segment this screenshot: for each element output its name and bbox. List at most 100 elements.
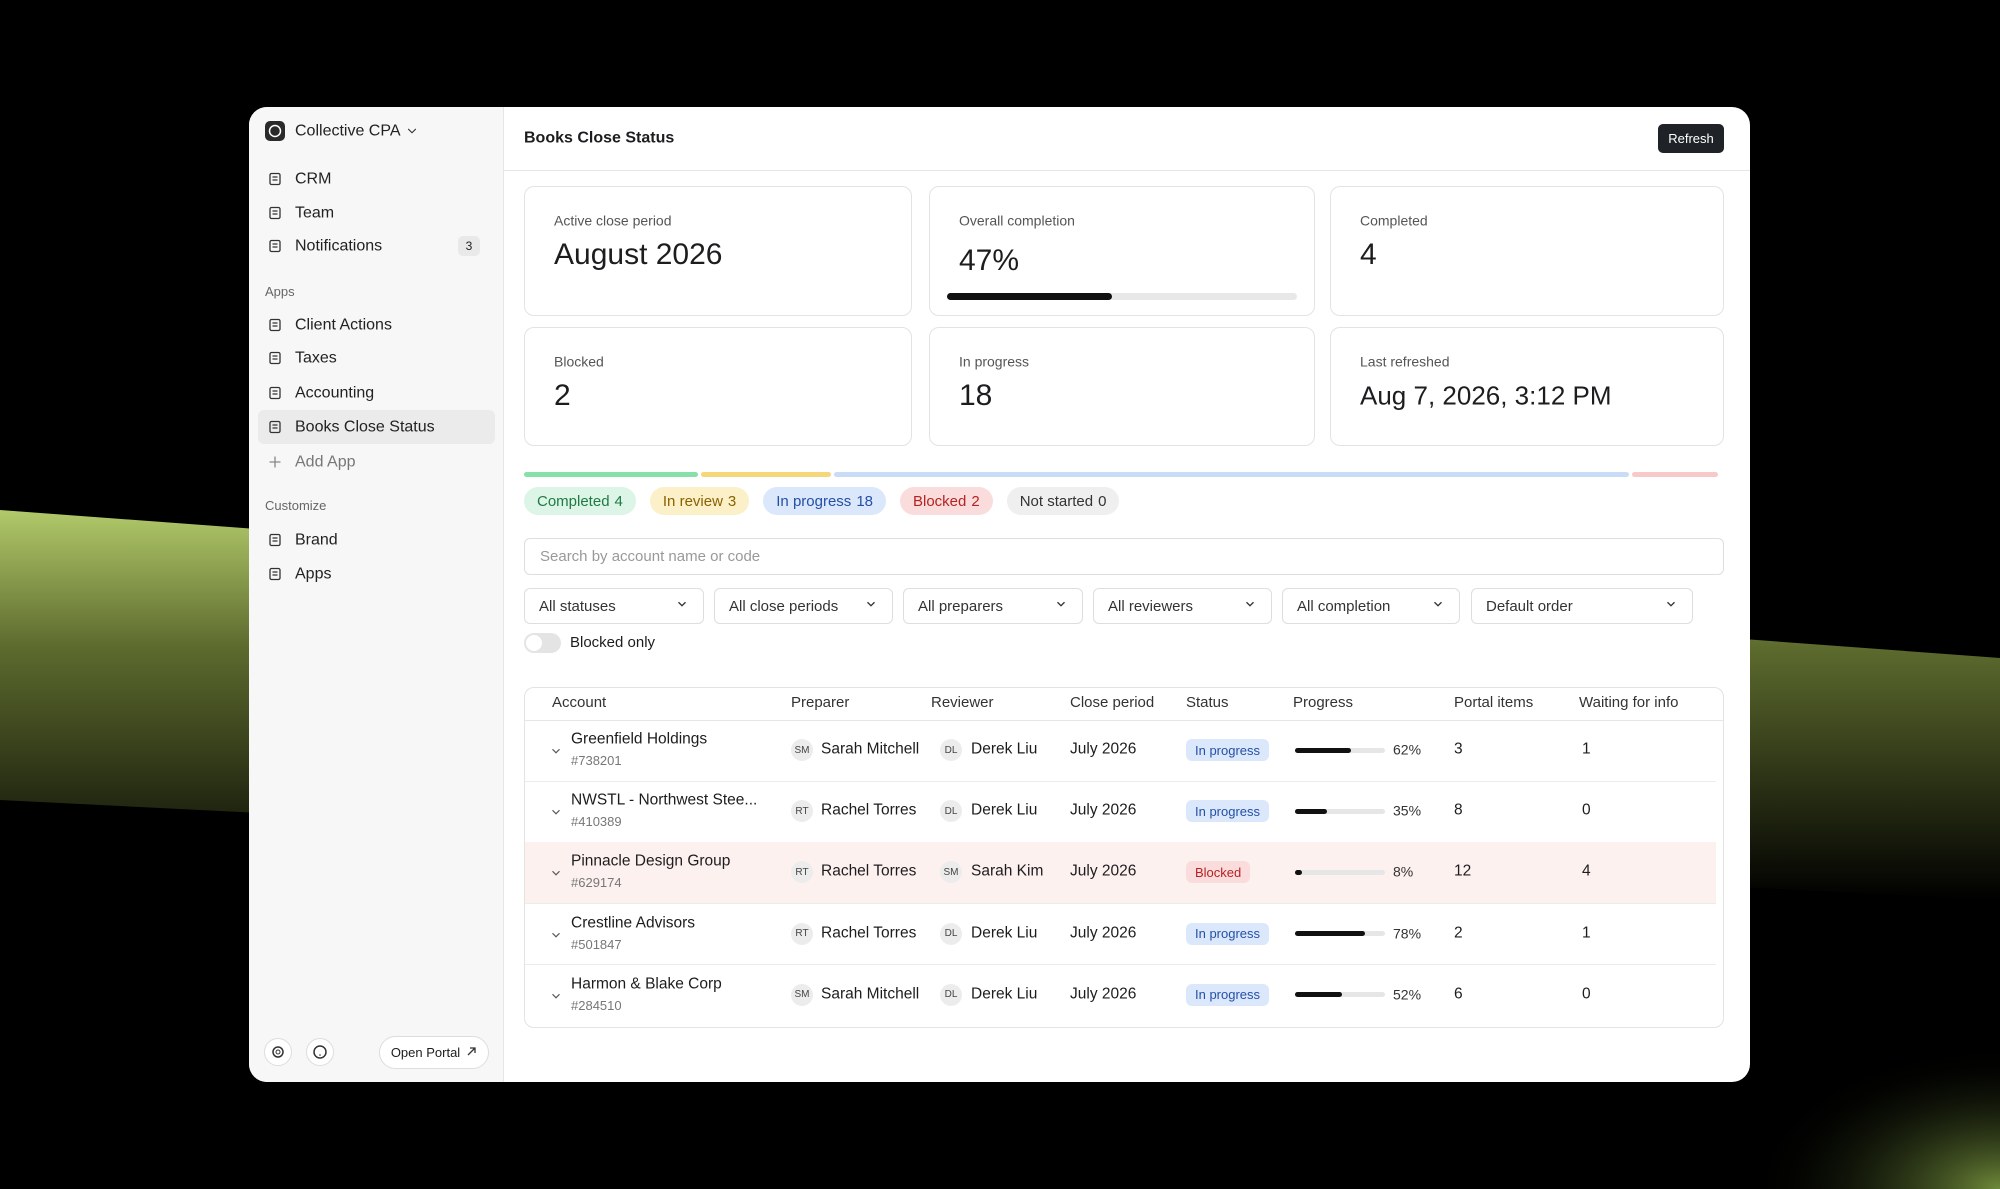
refresh-button[interactable]: Refresh xyxy=(1658,124,1724,153)
waiting-for-info: 4 xyxy=(1582,863,1591,881)
org-name[interactable]: Collective CPA xyxy=(295,122,401,140)
filter-select[interactable]: Default order xyxy=(1471,588,1693,624)
column-header: Account xyxy=(552,694,607,711)
nav-badge: 3 xyxy=(458,236,480,256)
distribution-segment xyxy=(834,472,1630,477)
avatar: RT xyxy=(791,800,813,823)
pill-label: Not started xyxy=(1019,492,1094,510)
preparer-name: Sarah Mitchell xyxy=(821,985,920,1003)
account-name[interactable]: Greenfield Holdings xyxy=(571,730,708,748)
status-pill[interactable]: Completed 4 xyxy=(524,487,636,515)
close-period: July 2026 xyxy=(1070,740,1137,758)
icon xyxy=(267,454,283,470)
status-badge: In progress xyxy=(1186,800,1270,823)
row-highlight xyxy=(525,842,1716,904)
icon xyxy=(405,124,419,138)
status-badge: In progress xyxy=(1186,739,1270,761)
settings-button[interactable] xyxy=(264,1038,292,1066)
nav-item[interactable]: Taxes xyxy=(295,349,337,367)
search-input[interactable]: Search by account name or code xyxy=(524,538,1724,575)
icon xyxy=(267,566,283,582)
active-highlight xyxy=(258,410,495,444)
nav-item[interactable]: Books Close Status xyxy=(295,418,435,436)
select-label: All completion xyxy=(1297,597,1391,615)
stat-card xyxy=(1330,186,1724,316)
filter-select[interactable]: All completion xyxy=(1282,588,1460,624)
nav-item[interactable]: Accounting xyxy=(295,384,375,402)
icon xyxy=(267,419,283,435)
portal-items: 3 xyxy=(1454,740,1463,758)
preparer-name: Rachel Torres xyxy=(821,863,917,881)
portal-items: 6 xyxy=(1454,985,1463,1003)
progress-label: 35% xyxy=(1393,802,1422,819)
account-name[interactable]: Harmon & Blake Corp xyxy=(571,975,722,993)
column-header: Waiting for info xyxy=(1579,694,1679,711)
nav-item[interactable]: CRM xyxy=(295,170,332,188)
avatar: RT xyxy=(791,861,813,884)
pill-count: 0 xyxy=(1098,492,1107,510)
progress-track xyxy=(947,293,1297,300)
expand-chevron[interactable] xyxy=(549,744,563,758)
select-label: All close periods xyxy=(729,597,839,615)
select-label: Default order xyxy=(1486,597,1573,615)
progress-track xyxy=(1295,808,1385,814)
nav-item[interactable]: Client Actions xyxy=(295,316,392,334)
filter-select[interactable]: All preparers xyxy=(903,588,1083,624)
progress-label: 52% xyxy=(1393,986,1422,1003)
account-name[interactable]: Pinnacle Design Group xyxy=(571,853,731,871)
row-divider xyxy=(525,780,1716,782)
select-label: All statuses xyxy=(539,597,616,615)
account-code: #284510 xyxy=(571,998,622,1013)
distribution-segment xyxy=(524,472,699,477)
org-logo xyxy=(265,121,285,141)
preparer-name: Sarah Mitchell xyxy=(821,740,920,758)
progress-fill xyxy=(1295,808,1327,814)
open-portal-button[interactable]: Open Portal xyxy=(379,1036,489,1069)
stat-card xyxy=(524,327,912,446)
select-chevron xyxy=(675,597,689,615)
pill-count: 18 xyxy=(856,492,873,510)
filter-select[interactable]: All close periods xyxy=(714,588,893,624)
expand-chevron[interactable] xyxy=(549,805,563,819)
reviewer-name: Derek Liu xyxy=(971,924,1038,942)
filter-select[interactable]: All statuses xyxy=(524,588,704,624)
avatar: SM xyxy=(791,983,813,1006)
expand-chevron[interactable] xyxy=(549,989,563,1003)
nav-item[interactable]: Add App xyxy=(295,453,356,471)
nav-item[interactable]: Notifications xyxy=(295,237,383,255)
progress-track xyxy=(1295,869,1385,875)
icon xyxy=(267,350,283,366)
nav-item[interactable]: Apps xyxy=(295,565,332,583)
preparer-name: Rachel Torres xyxy=(821,801,917,819)
section-title: Apps xyxy=(265,284,295,300)
portal-items: 12 xyxy=(1454,863,1472,881)
page-title: Books Close Status xyxy=(524,129,675,147)
expand-chevron[interactable] xyxy=(549,928,563,942)
status-pill[interactable]: Not started 0 xyxy=(1006,487,1120,515)
filter-select[interactable]: All reviewers xyxy=(1093,588,1272,624)
status-pill[interactable]: In progress 18 xyxy=(763,487,886,515)
header-divider xyxy=(503,170,1750,171)
progress-label: 62% xyxy=(1393,741,1422,758)
nav-item[interactable]: Team xyxy=(295,204,335,222)
stat-value: 4 xyxy=(1360,238,1377,271)
status-pill[interactable]: Blocked 2 xyxy=(900,487,993,515)
toggle[interactable] xyxy=(524,633,561,653)
table-header-divider xyxy=(525,720,1723,721)
nav-item[interactable]: Brand xyxy=(295,531,338,549)
account-name[interactable]: NWSTL - Northwest Stee... xyxy=(571,791,758,809)
account-name[interactable]: Crestline Advisors xyxy=(571,914,696,932)
account-code: #629174 xyxy=(571,875,622,891)
stat-label: Blocked xyxy=(554,353,604,370)
select-chevron xyxy=(1664,597,1678,615)
icon xyxy=(267,532,283,548)
help-button[interactable] xyxy=(306,1038,334,1066)
status-badge: In progress xyxy=(1186,983,1270,1006)
waiting-for-info: 1 xyxy=(1582,924,1591,942)
column-header: Reviewer xyxy=(931,694,994,711)
expand-chevron[interactable] xyxy=(549,866,563,880)
stat-card xyxy=(929,327,1315,446)
status-badge: Blocked xyxy=(1186,861,1251,884)
status-pill[interactable]: In review 3 xyxy=(649,487,750,515)
